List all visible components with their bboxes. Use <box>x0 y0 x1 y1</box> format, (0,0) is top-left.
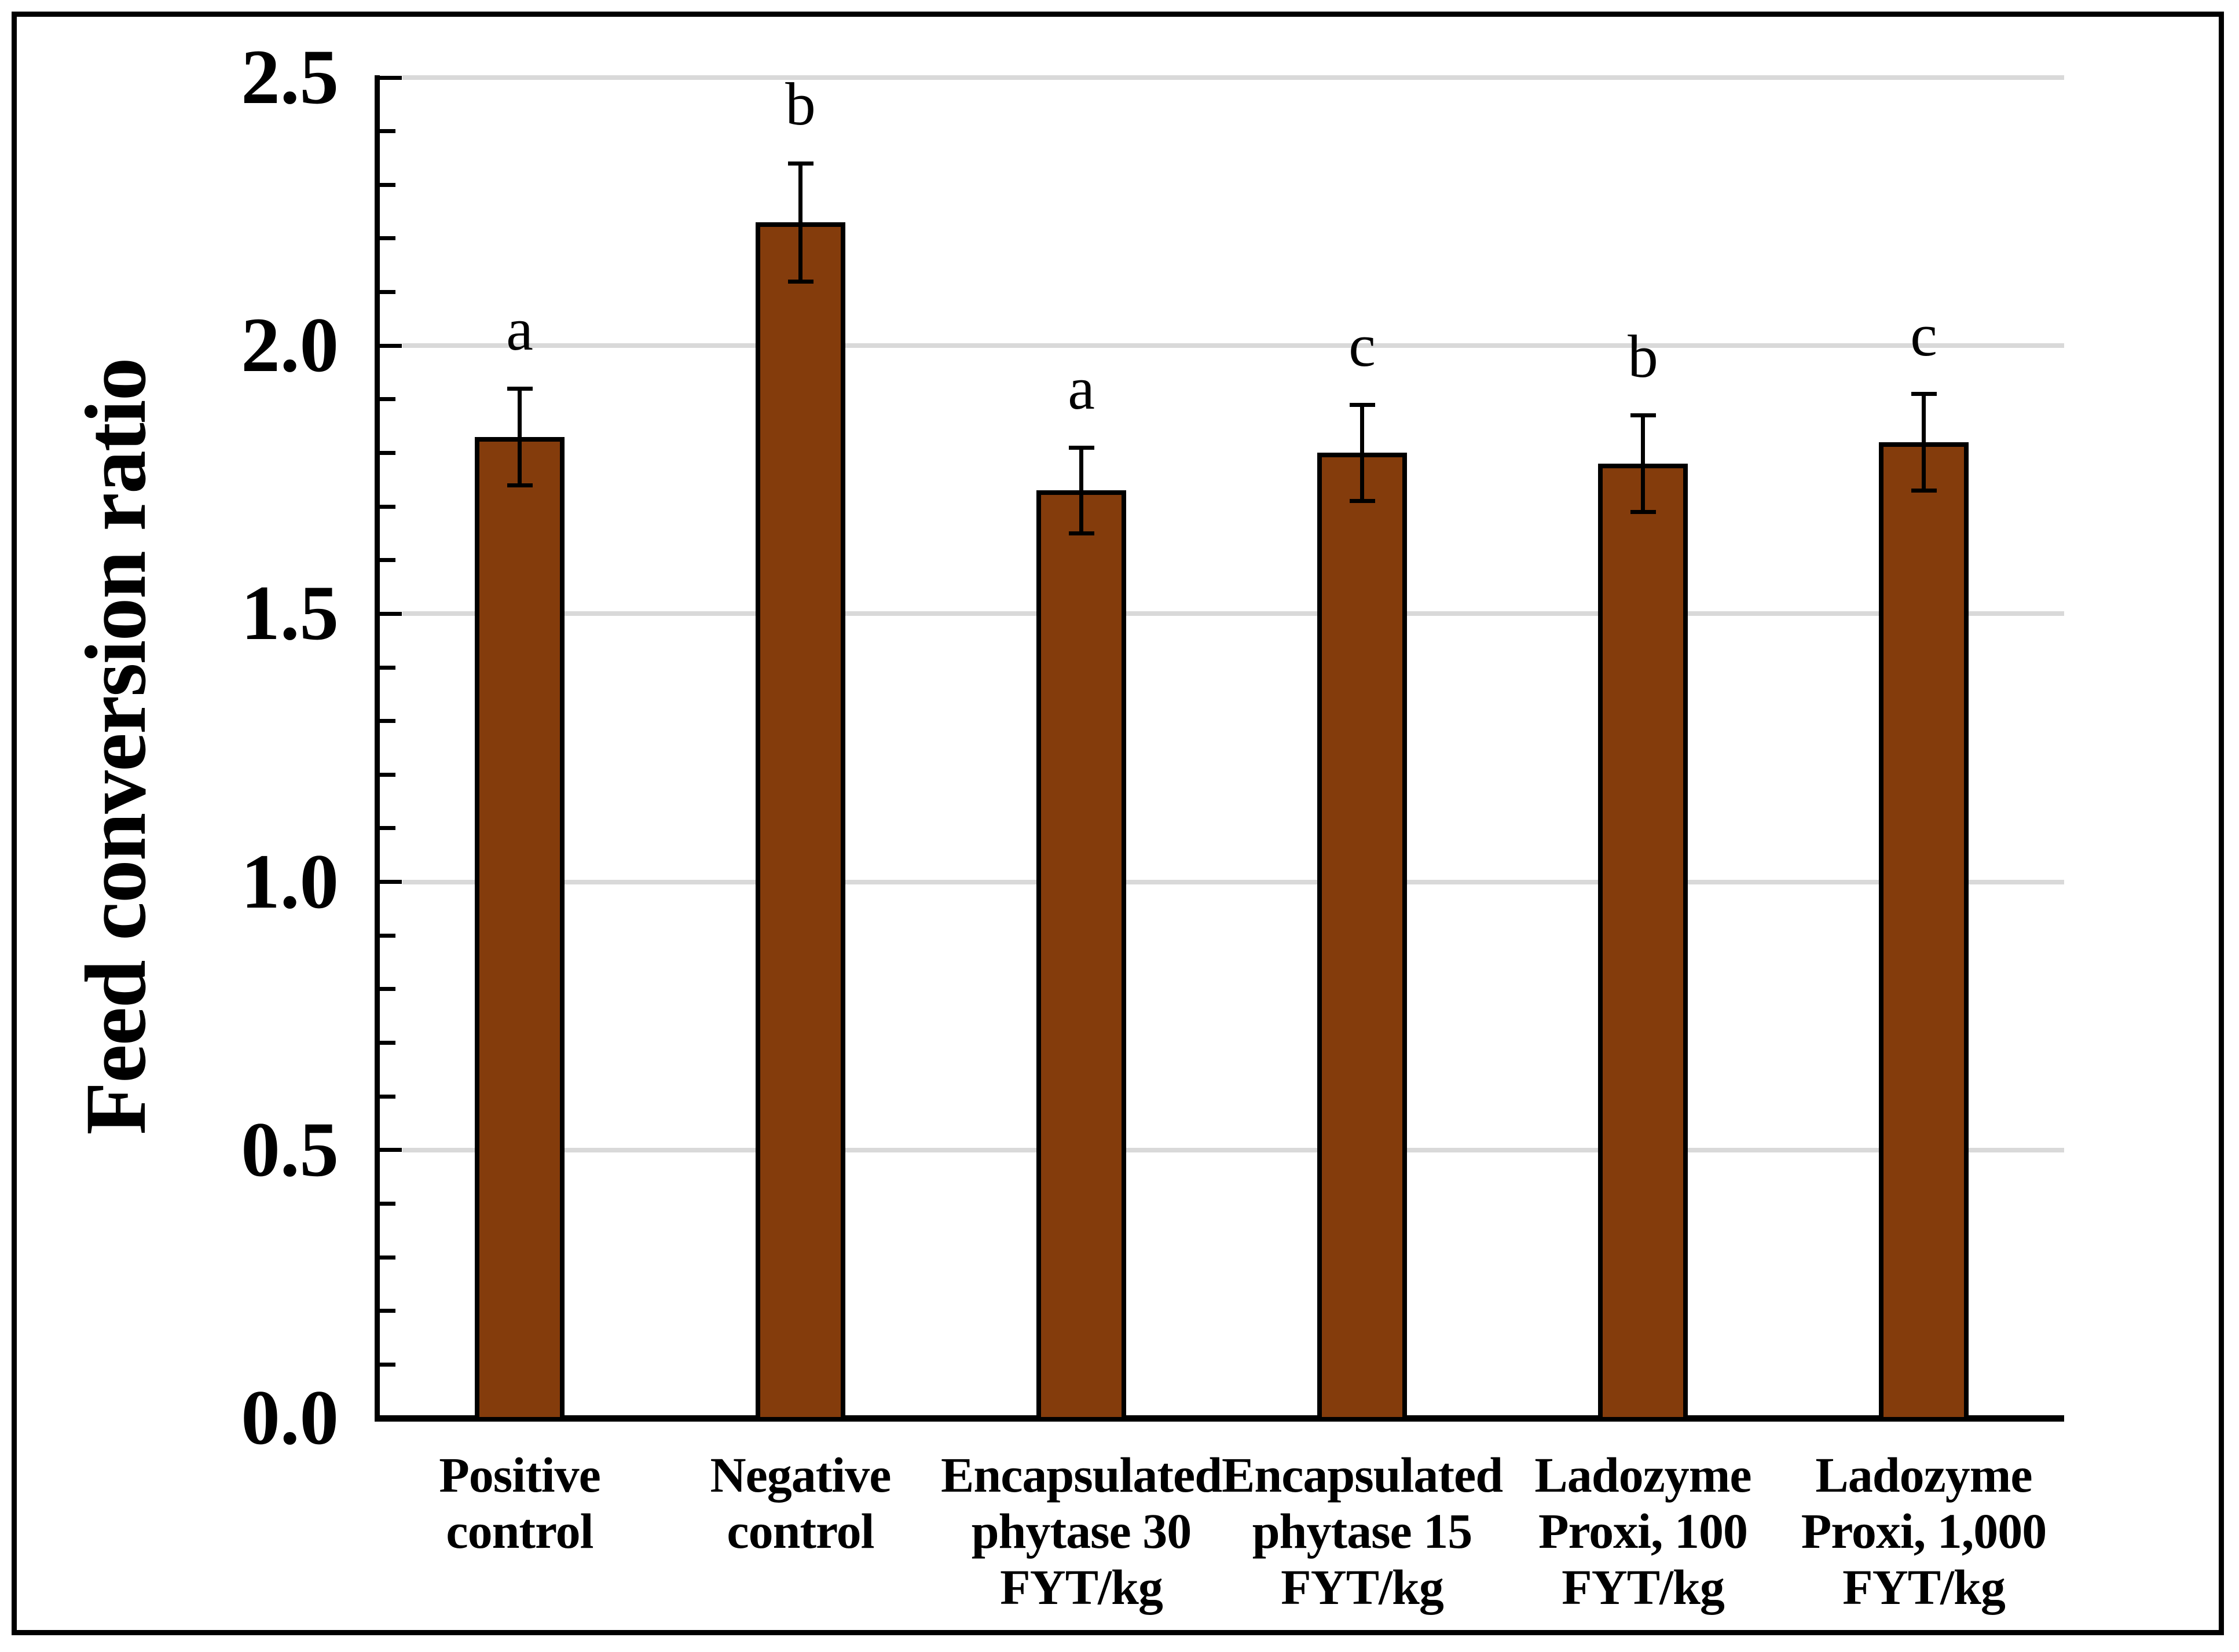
error-bar-bottom-cap <box>1630 509 1656 514</box>
minor-tick <box>380 933 395 938</box>
error-bar-top-cap <box>1068 445 1094 450</box>
minor-tick <box>380 1041 395 1045</box>
minor-tick <box>380 987 395 992</box>
minor-tick <box>380 1255 395 1260</box>
bar <box>756 222 845 1422</box>
significance-letter: b <box>785 70 816 138</box>
minor-tick <box>380 129 395 134</box>
x-category-label-line: Proxi, 1,000 <box>1801 1503 2047 1559</box>
gridline <box>402 611 2064 616</box>
x-category-label-line: FYT/kg <box>1842 1559 2006 1615</box>
minor-tick <box>380 450 395 455</box>
minor-tick <box>380 719 395 724</box>
x-category-label: Ladozyme Proxi, 1,000 FYT/kg <box>1783 1447 2064 1616</box>
error-bar-line <box>1360 405 1364 501</box>
y-tick-label: 0.0 <box>241 1375 339 1461</box>
error-bar-bottom-cap <box>1349 499 1375 504</box>
y-tick-label: 1.5 <box>241 570 339 657</box>
major-tick <box>380 75 402 80</box>
bar <box>1879 442 1969 1422</box>
minor-tick <box>380 290 395 295</box>
error-bar-line <box>798 163 802 282</box>
significance-letter: c <box>1348 311 1376 380</box>
minor-tick <box>380 236 395 241</box>
x-category-label-line: phytase 15 <box>1252 1503 1472 1559</box>
x-category-label-line: Encapsulated <box>941 1447 1222 1503</box>
x-category-label-line: FYT/kg <box>1000 1559 1163 1615</box>
minor-tick <box>380 182 395 187</box>
minor-tick <box>380 665 395 670</box>
major-tick <box>380 611 402 616</box>
error-bar-top-cap <box>1911 392 1937 397</box>
major-tick <box>380 343 402 348</box>
x-category-label: Ladozyme Proxi, 100 FYT/kg <box>1503 1447 1783 1616</box>
minor-tick <box>380 1201 395 1206</box>
x-category-label-line: Negative <box>710 1447 892 1503</box>
gridline <box>402 1147 2064 1152</box>
major-tick <box>380 880 402 884</box>
x-axis-line <box>375 1415 2064 1422</box>
bar <box>1036 490 1126 1422</box>
x-category-label-line: Ladozyme <box>1534 1447 1751 1503</box>
x-category-label-line: FYT/kg <box>1281 1559 1444 1615</box>
error-bar-top-cap <box>507 386 533 391</box>
error-bar-bottom-cap <box>1068 531 1094 535</box>
bar <box>1317 453 1407 1422</box>
significance-letter: a <box>1068 354 1095 423</box>
x-category-label-line: Positive control <box>439 1447 601 1559</box>
error-bar-line <box>1641 415 1645 512</box>
major-tick <box>380 1148 402 1152</box>
bar <box>1598 464 1688 1422</box>
y-axis-line <box>375 75 380 1422</box>
error-bar-top-cap <box>787 161 813 166</box>
bar <box>475 436 565 1422</box>
error-bar-bottom-cap <box>507 483 533 487</box>
x-category-label-line: Proxi, 100 <box>1538 1503 1748 1559</box>
error-bar-line <box>518 388 522 486</box>
error-bar-top-cap <box>1349 402 1375 407</box>
x-category-label: Positive control <box>379 1447 660 1559</box>
significance-letter: b <box>1628 322 1658 390</box>
minor-tick <box>380 826 395 831</box>
minor-tick <box>380 397 395 402</box>
minor-tick <box>380 1309 395 1313</box>
minor-tick <box>380 558 395 563</box>
x-category-label-line: Encapsulated <box>1222 1447 1503 1503</box>
y-tick-label: 2.5 <box>241 34 339 120</box>
minor-tick <box>380 1094 395 1099</box>
x-category-label: Encapsulated phytase 30 FYT/kg <box>941 1447 1222 1616</box>
minor-tick <box>380 504 395 509</box>
y-tick-label: 1.0 <box>241 838 339 925</box>
y-tick-label: 2.0 <box>241 302 339 389</box>
x-category-label: Negative control <box>660 1447 941 1559</box>
y-tick-label: 0.5 <box>241 1106 339 1193</box>
minor-tick <box>380 1362 395 1367</box>
x-category-label: Encapsulated phytase 15 FYT/kg <box>1222 1447 1503 1616</box>
error-bar-line <box>1922 394 1926 491</box>
x-category-label-line: Ladozyme <box>1815 1447 2032 1503</box>
minor-tick <box>380 772 395 777</box>
x-category-label-line: control <box>727 1503 874 1559</box>
gridline <box>402 75 2064 80</box>
gridline <box>402 879 2064 884</box>
x-category-label-line: FYT/kg <box>1562 1559 1725 1615</box>
x-category-label-line: phytase 30 <box>971 1503 1192 1559</box>
significance-letter: a <box>506 295 533 364</box>
error-bar-top-cap <box>1630 413 1656 418</box>
error-bar-bottom-cap <box>787 279 813 284</box>
significance-letter: c <box>1910 300 1937 369</box>
error-bar-line <box>1079 447 1083 534</box>
gridline <box>402 343 2064 348</box>
error-bar-bottom-cap <box>1911 488 1937 493</box>
